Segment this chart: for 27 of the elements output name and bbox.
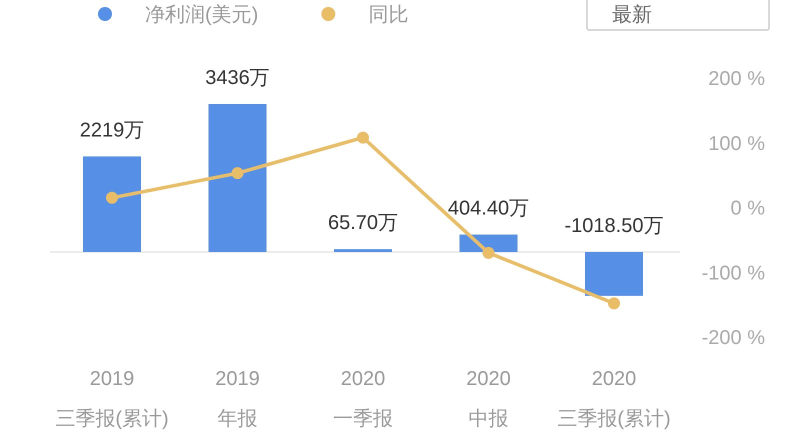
data-label: 3436万 [205, 67, 270, 89]
data-label: 65.70万 [328, 212, 398, 234]
point [608, 297, 620, 310]
legend-label: 同比 [368, 4, 408, 26]
text: 最新 [612, 4, 652, 26]
point [482, 246, 494, 259]
bar [334, 249, 392, 252]
x-tick-label: 2020 三季报(累计) [557, 368, 671, 430]
bar [83, 156, 141, 252]
point [232, 167, 244, 180]
x-tick-label: 2019 年报 [215, 368, 260, 430]
legend-label: 净利润(美元) [145, 3, 258, 26]
y2-tick-label: -200 % [702, 327, 766, 349]
x-tick-label: 2020 中报 [466, 368, 511, 430]
bar [208, 104, 266, 252]
y2-tick-label: -100 % [702, 262, 766, 284]
bar [585, 252, 643, 296]
data-label: 404.40万 [448, 198, 530, 220]
x-tick-label: 2019 三季报(累计) [55, 368, 169, 430]
data-label: 2219万 [80, 119, 144, 142]
point [106, 192, 118, 204]
y2-tick-label: 0 % [730, 198, 766, 220]
y2-tick-label: 100 % [708, 132, 766, 155]
data-label: -1018.50万 [564, 215, 664, 237]
x-tick-label: 2020 一季报 [333, 368, 393, 430]
y2-tick-label: 200 % [708, 68, 766, 90]
point [357, 132, 369, 144]
